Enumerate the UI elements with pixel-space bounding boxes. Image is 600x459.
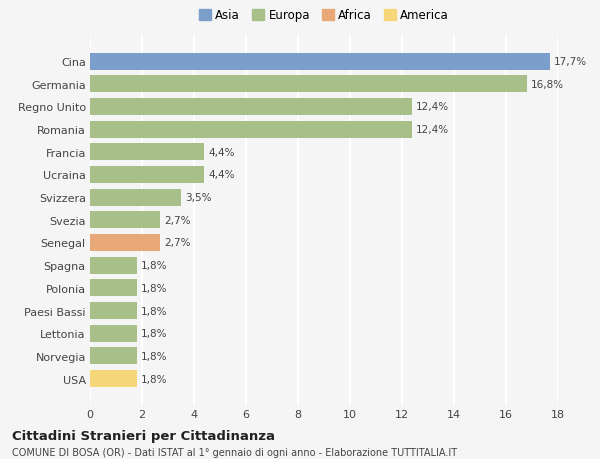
Bar [90,235,160,252]
Text: 1,8%: 1,8% [140,261,167,270]
Text: 1,8%: 1,8% [140,306,167,316]
Bar [90,325,137,342]
Bar [90,189,181,206]
Text: 17,7%: 17,7% [554,57,587,67]
Text: Cittadini Stranieri per Cittadinanza: Cittadini Stranieri per Cittadinanza [12,429,275,442]
Bar [90,370,137,387]
Bar [90,121,412,138]
Text: 2,7%: 2,7% [164,238,191,248]
Bar [90,347,137,364]
Bar [90,167,205,184]
Text: 1,8%: 1,8% [140,351,167,361]
Text: COMUNE DI BOSA (OR) - Dati ISTAT al 1° gennaio di ogni anno - Elaborazione TUTTI: COMUNE DI BOSA (OR) - Dati ISTAT al 1° g… [12,448,457,458]
Text: 1,8%: 1,8% [140,283,167,293]
Text: 1,8%: 1,8% [140,329,167,338]
Legend: Asia, Europa, Africa, America: Asia, Europa, Africa, America [194,5,454,27]
Text: 4,4%: 4,4% [208,170,235,180]
Bar [90,280,137,297]
Text: 12,4%: 12,4% [416,102,449,112]
Text: 1,8%: 1,8% [140,374,167,384]
Text: 3,5%: 3,5% [185,193,211,203]
Text: 16,8%: 16,8% [531,79,564,90]
Bar [90,76,527,93]
Text: 2,7%: 2,7% [164,215,191,225]
Bar [90,144,205,161]
Bar [90,257,137,274]
Bar [90,212,160,229]
Bar [90,302,137,319]
Text: 4,4%: 4,4% [208,147,235,157]
Bar [90,53,550,70]
Bar [90,99,412,116]
Text: 12,4%: 12,4% [416,125,449,135]
